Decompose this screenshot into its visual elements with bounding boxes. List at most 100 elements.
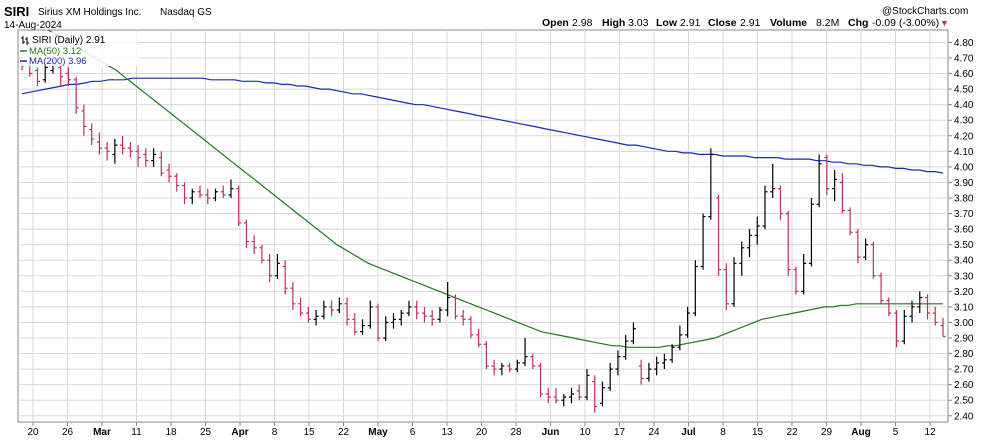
- ohlc-bar: [731, 257, 737, 307]
- ohlc-bar: [212, 188, 218, 202]
- x-tick-label: Aug: [851, 427, 870, 438]
- ohlc-bar: [476, 328, 482, 348]
- ohlc-bar: [561, 394, 567, 407]
- ohlc-bar: [228, 179, 234, 198]
- ohlc-bar: [638, 359, 644, 385]
- x-tick-label: 22: [338, 427, 350, 438]
- ohlc-bar: [878, 272, 884, 304]
- x-tick-label: 6: [410, 427, 416, 438]
- ohlc-bar: [282, 260, 288, 295]
- ohlc-bar: [917, 291, 923, 314]
- ohlc-bar: [174, 173, 180, 192]
- y-tick-label: 2.90: [954, 334, 974, 345]
- ohlc-bar: [507, 362, 513, 373]
- y-tick-label: 4.60: [954, 69, 974, 80]
- chg-label: Chg: [848, 17, 868, 29]
- ohlc-bar: [669, 344, 675, 363]
- ohlc-bars: [19, 57, 946, 413]
- ohlc-bar: [205, 188, 211, 205]
- ohlc-bar: [166, 163, 172, 183]
- ohlc-bar: [592, 375, 598, 413]
- company-name: Sirius XM Holdings Inc.: [38, 7, 141, 18]
- ohlc-bar: [243, 219, 249, 248]
- ohlc-bar: [785, 210, 791, 276]
- ohlc-bar: [514, 359, 520, 373]
- ohlc-bar: [360, 319, 366, 335]
- ohlc-bar-icon: [21, 36, 29, 45]
- x-tick-label: 11: [131, 427, 142, 438]
- ohlc-bar: [236, 185, 242, 226]
- exchange: Nasdaq GS: [160, 7, 212, 18]
- high-label: High: [602, 17, 625, 29]
- ohlc-bar: [352, 313, 358, 335]
- x-tick-label: 10: [579, 427, 591, 438]
- ohlc-bar: [189, 188, 195, 205]
- chg-value: -0.09 (-3.00%): [872, 17, 939, 29]
- ohlc-bar: [700, 213, 706, 270]
- volume-value: 8.2M: [816, 17, 839, 29]
- ohlc-bar: [816, 154, 822, 208]
- x-tick-label: 15: [752, 427, 764, 438]
- ohlc-bar: [569, 387, 575, 404]
- ohlc-bar: [151, 148, 157, 167]
- ohlc-bar: [901, 310, 907, 345]
- y-tick-label: 3.70: [954, 209, 974, 220]
- symbol: SIRI: [4, 4, 29, 19]
- y-tick-label: 2.40: [954, 411, 974, 422]
- gridlines: [18, 30, 948, 422]
- x-tick-label: Jul: [681, 427, 696, 438]
- ohlc-bar: [421, 306, 427, 323]
- ohlc-bar: [89, 123, 95, 146]
- x-tick-label: 18: [165, 427, 177, 438]
- x-tick-label: 8: [272, 427, 278, 438]
- ohlc-bar: [793, 266, 799, 295]
- ohlc-bar: [739, 241, 745, 276]
- ohlc-bar: [770, 163, 776, 198]
- x-tick-label: 22: [786, 427, 798, 438]
- ohlc-bar: [452, 294, 458, 320]
- ohlc-bar: [777, 185, 783, 220]
- high-value: 3.03: [628, 17, 649, 29]
- ohlc-bar: [762, 185, 768, 230]
- ohlc-bar: [832, 170, 838, 202]
- ohlc-bar: [259, 244, 265, 264]
- legend-price: SIRI (Daily) 2.91: [32, 35, 106, 46]
- x-tick-label: Jun: [542, 427, 560, 438]
- chart-date: 14-Aug-2024: [4, 20, 62, 31]
- y-tick-label: 4.70: [954, 54, 974, 65]
- ohlc-bar: [708, 148, 714, 220]
- ohlc-bar: [940, 317, 946, 338]
- x-tick-label: 29: [821, 427, 833, 438]
- legend-ma200: MA(200) 3.96: [29, 56, 87, 67]
- ohlc-bar: [692, 260, 698, 317]
- ohlc-bar: [468, 316, 474, 338]
- x-tick-label: 20: [476, 427, 488, 438]
- ohlc-bar: [545, 387, 551, 404]
- x-tick-label: 12: [924, 427, 936, 438]
- y-tick-label: 3.30: [954, 271, 974, 282]
- ohlc-bar: [445, 282, 451, 317]
- ohlc-bar: [305, 306, 311, 323]
- ohlc-bar: [654, 356, 660, 376]
- ohlc-bar: [81, 104, 87, 136]
- down-arrow-icon: ▼: [940, 18, 949, 28]
- x-tick-label: 24: [648, 427, 660, 438]
- y-tick-label: 3.50: [954, 240, 974, 251]
- legend-box: [20, 32, 138, 66]
- low-label: Low: [656, 17, 678, 29]
- ohlc-bar: [847, 207, 853, 236]
- ohlc-bar: [530, 353, 536, 370]
- ohlc-bar: [390, 313, 396, 329]
- ohlc-bar: [135, 145, 141, 167]
- y-tick-label: 3.90: [954, 178, 974, 189]
- ohlc-bar: [406, 300, 412, 317]
- y-tick-label: 4.50: [954, 85, 974, 96]
- x-tick-label: 15: [303, 427, 315, 438]
- ohlc-bar: [65, 67, 71, 86]
- ohlc-bar: [630, 322, 636, 345]
- ohlc-bar: [863, 238, 869, 261]
- ohlc-bar: [460, 310, 466, 326]
- y-tick-label: 3.80: [954, 194, 974, 205]
